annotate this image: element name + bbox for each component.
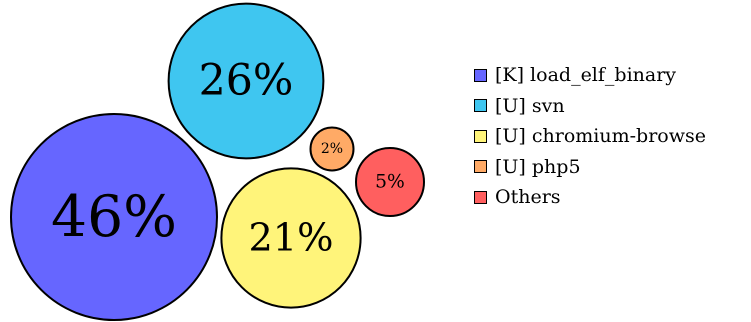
legend-swatch: [474, 160, 487, 174]
legend: [K] load_elf_binary [U] svn [U] chromium…: [474, 60, 706, 213]
legend-swatch: [474, 129, 487, 143]
bubble-label: 5%: [375, 172, 405, 193]
bubble-label: 21%: [248, 216, 333, 261]
bubbles-group: 46% 26% 21% 2% 5%: [10, 2, 425, 321]
legend-item-php5: [U] php5: [474, 152, 706, 183]
legend-item-svn: [U] svn: [474, 91, 706, 122]
bubble: [10, 113, 218, 321]
legend-swatch: [474, 190, 487, 204]
legend-label: [K] load_elf_binary: [495, 64, 677, 87]
bubble-label: 2%: [321, 141, 343, 157]
legend-swatch: [474, 68, 487, 82]
bubble: [220, 167, 362, 309]
bubble-label: 46%: [51, 184, 177, 250]
legend-label: [U] svn: [495, 94, 565, 117]
bubble: [167, 2, 325, 160]
bubble: [309, 126, 355, 172]
bubble: [355, 147, 425, 217]
legend-label: [U] php5: [495, 155, 581, 178]
legend-swatch: [474, 99, 487, 113]
legend-label: [U] chromium-browse: [495, 125, 706, 148]
bubble-label: 26%: [199, 56, 294, 106]
legend-item-load-elf-binary: [K] load_elf_binary: [474, 60, 706, 91]
legend-item-chromium-browse: [U] chromium-browse: [474, 121, 706, 152]
legend-item-others: Others: [474, 182, 706, 213]
legend-label: Others: [495, 186, 561, 209]
